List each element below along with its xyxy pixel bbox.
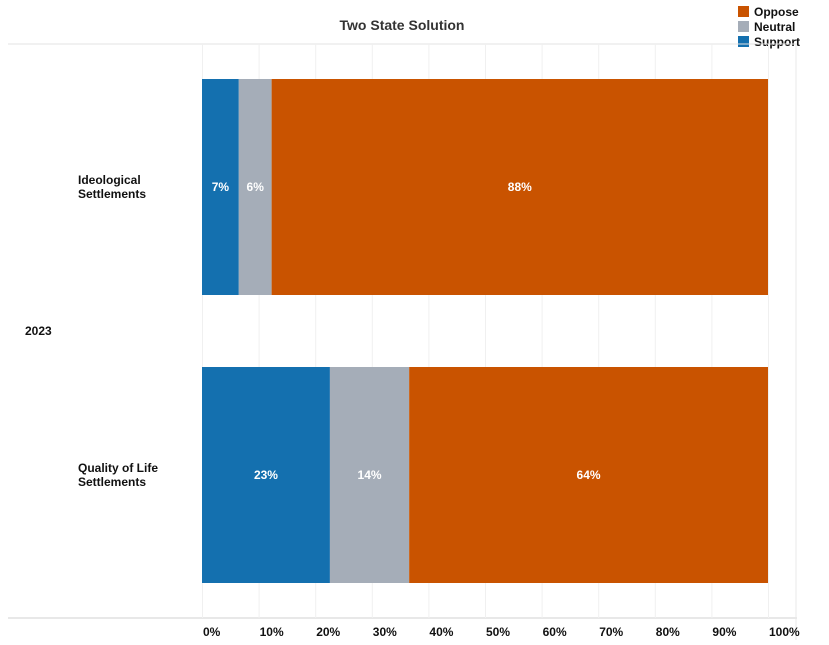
x-tick-label-50: 50% xyxy=(486,625,510,639)
category-label-0: Ideological Settlements xyxy=(78,173,146,201)
x-tick-label-10: 10% xyxy=(260,625,284,639)
x-tick-label-70: 70% xyxy=(599,625,623,639)
x-tick-label-90: 90% xyxy=(712,625,736,639)
x-axis: 0% 10% 20% 30% 40% 50% 60% 70% 80% 90% 100% xyxy=(203,625,800,639)
x-tick-label-40: 40% xyxy=(429,625,453,639)
bars: 7% 6% 88% 23% 14% 64% xyxy=(202,79,768,583)
x-tick-label-20: 20% xyxy=(316,625,340,639)
x-tick-label-0: 0% xyxy=(203,625,221,639)
chart-title: Two State Solution xyxy=(340,17,465,33)
x-tick-label-30: 30% xyxy=(373,625,397,639)
bar-oppose-1 xyxy=(409,367,768,583)
legend-swatch-oppose xyxy=(738,6,749,17)
data-label-neutral-1: 14% xyxy=(358,468,382,482)
legend-swatch-support xyxy=(738,36,749,47)
bar-support-0 xyxy=(202,79,239,295)
legend-swatch-neutral xyxy=(738,21,749,32)
data-label-oppose-0: 88% xyxy=(508,180,532,194)
legend-label-support: Support xyxy=(754,35,800,49)
bar-oppose-0 xyxy=(271,79,768,295)
x-tick-label-60: 60% xyxy=(543,625,567,639)
data-label-support-1: 23% xyxy=(254,468,278,482)
bar-support-1 xyxy=(202,367,330,583)
legend-label-neutral: Neutral xyxy=(754,20,795,34)
data-label-oppose-1: 64% xyxy=(577,468,601,482)
group-label-2023: 2023 xyxy=(25,324,52,338)
data-label-neutral-0: 6% xyxy=(247,180,265,194)
x-tick-label-80: 80% xyxy=(656,625,680,639)
legend-label-oppose: Oppose xyxy=(754,5,799,19)
category-label-1: Quality of Life Settlements xyxy=(78,461,158,489)
x-tick-label-100: 100% xyxy=(769,625,800,639)
category-labels: Ideological Settlements Quality of Life Set… xyxy=(78,173,158,489)
bar-neutral-1 xyxy=(329,367,410,583)
bar-neutral-0 xyxy=(238,79,272,295)
data-label-support-0: 7% xyxy=(212,180,230,194)
